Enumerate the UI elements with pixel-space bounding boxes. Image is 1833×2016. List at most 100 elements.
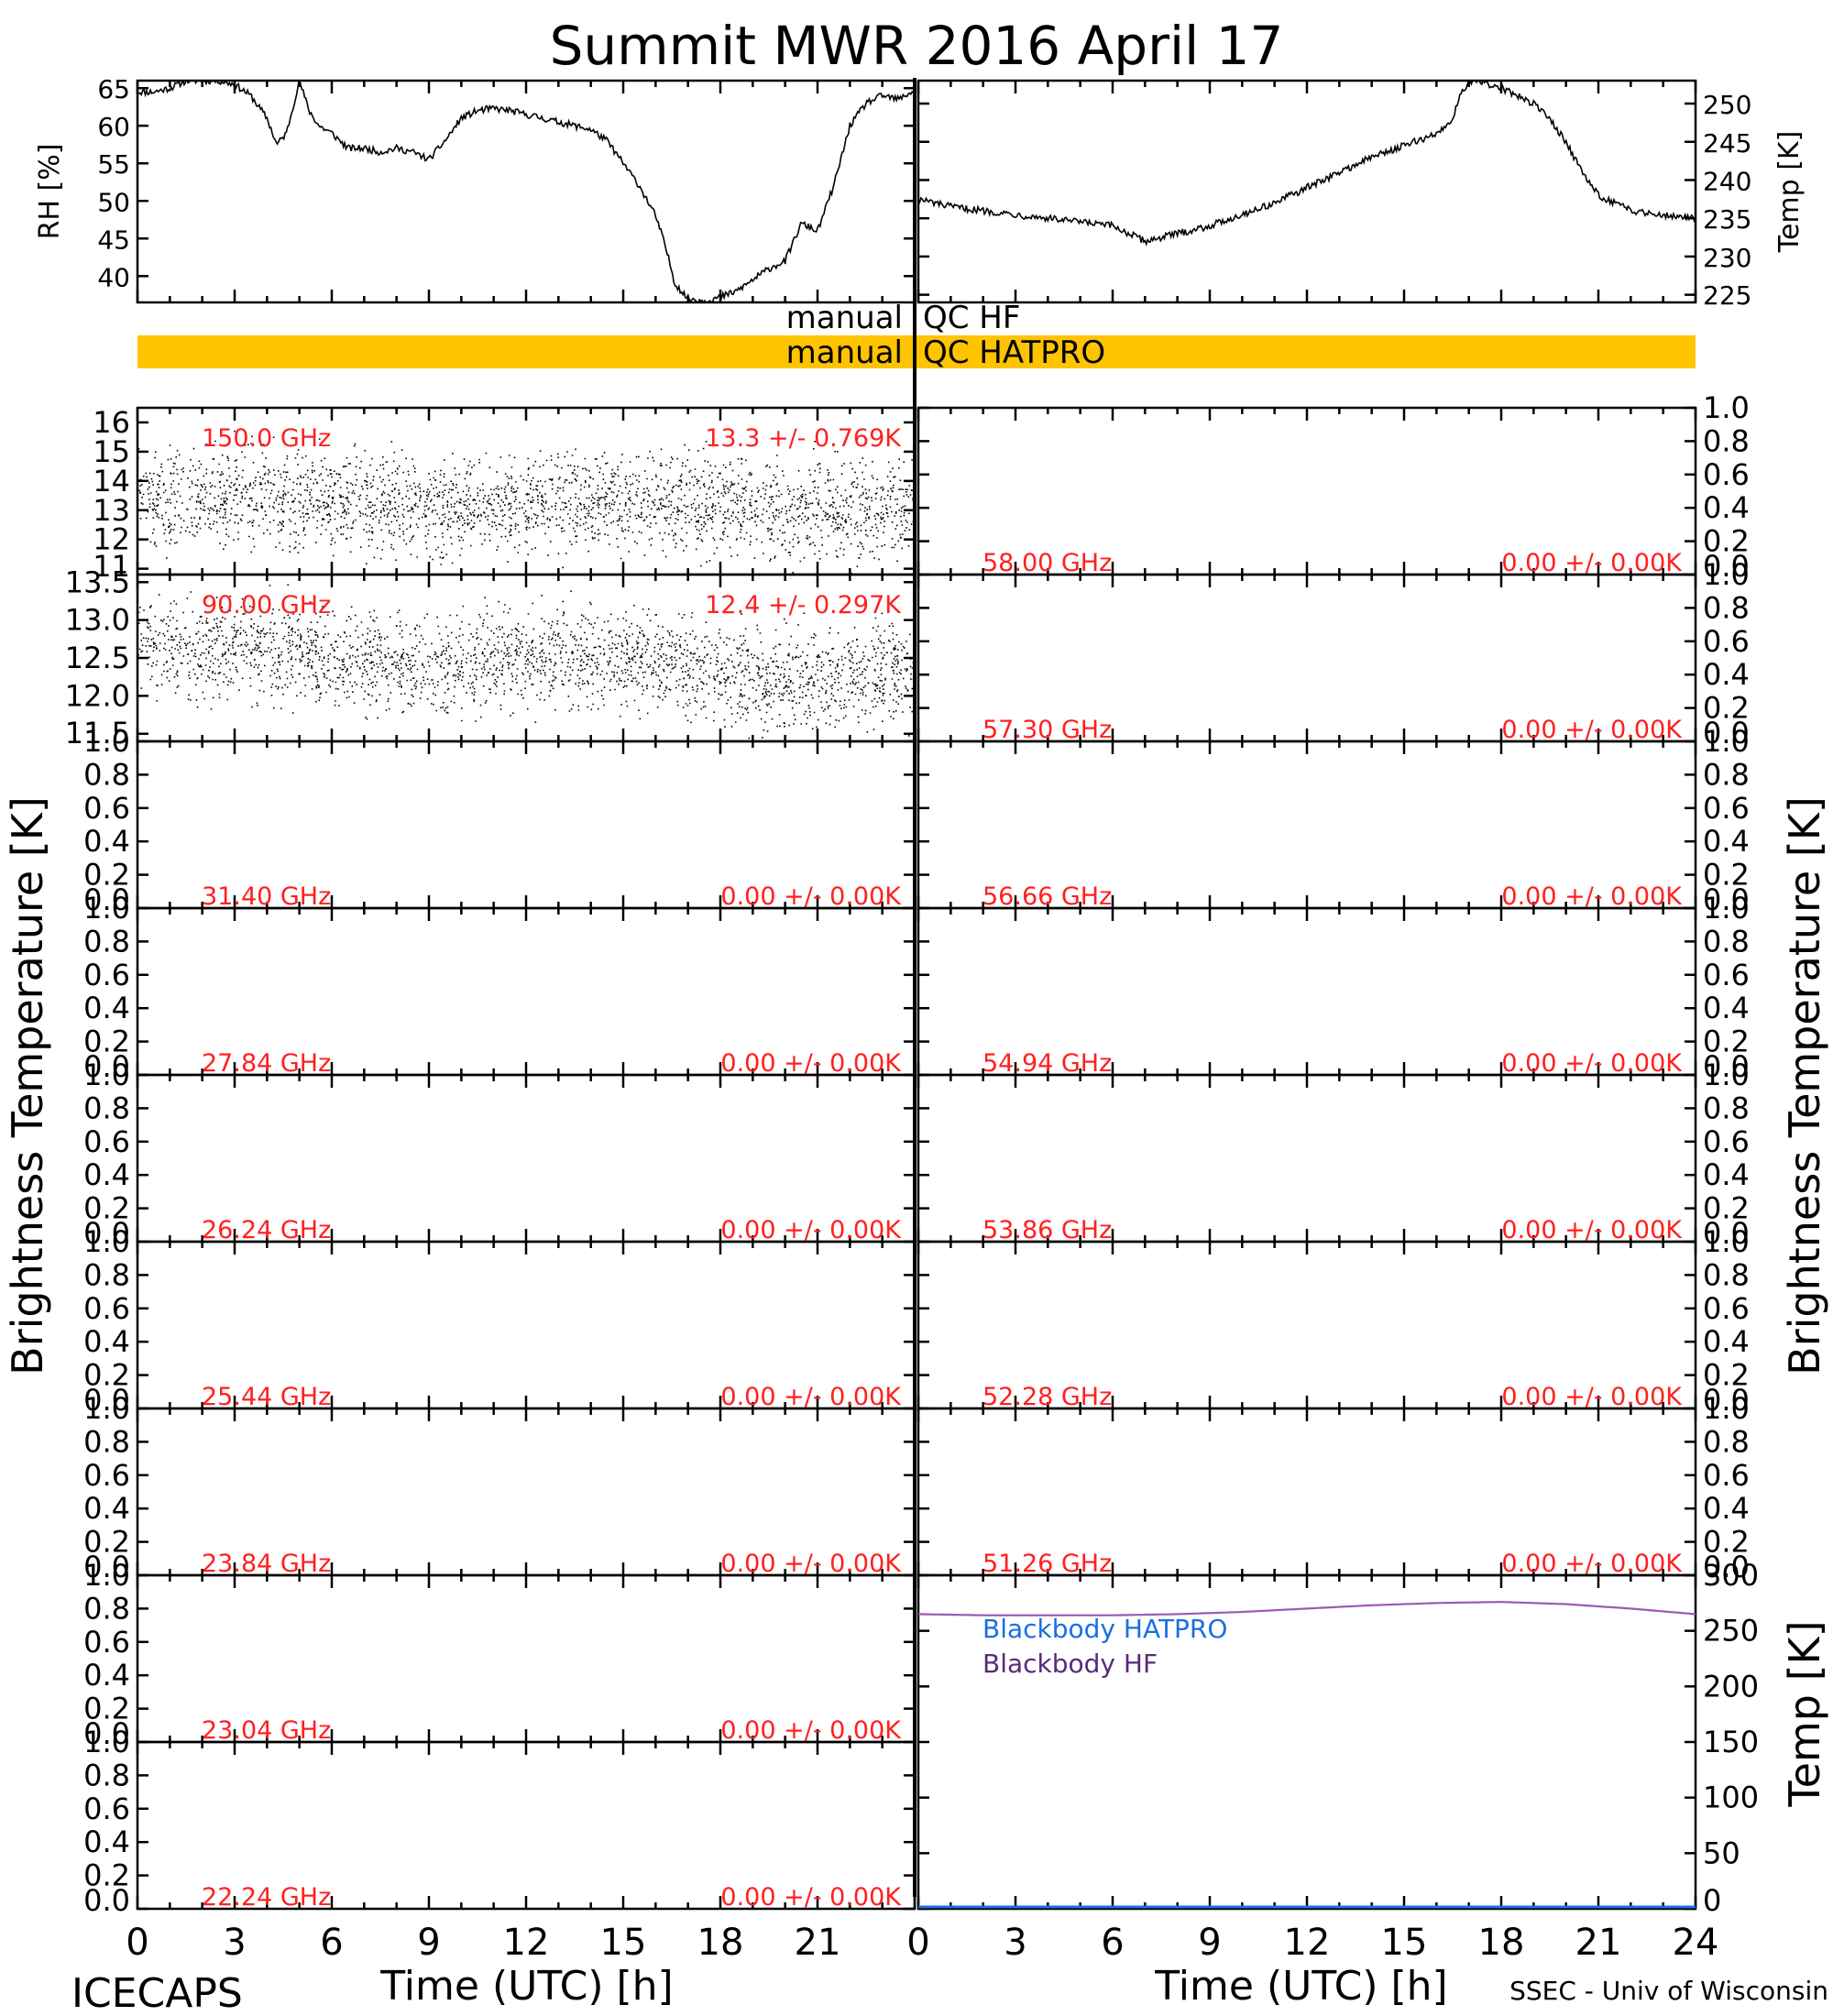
x-tick-label: 18 bbox=[1478, 1922, 1525, 1964]
y-tick-label: 0.4 bbox=[1703, 1157, 1750, 1192]
x-tick-label: 9 bbox=[417, 1922, 440, 1964]
y-tick-label: 0.6 bbox=[83, 1291, 130, 1326]
channel-stats: 0.00 +/- 0.00K bbox=[720, 1216, 902, 1244]
y-tick-label: 200 bbox=[1703, 1669, 1759, 1704]
y-tick-label: 0.0 bbox=[83, 1550, 130, 1584]
x-tick-label: 21 bbox=[795, 1922, 841, 1964]
y-tick-label: 13 bbox=[93, 493, 130, 528]
y-tick-label: 12.5 bbox=[65, 641, 130, 675]
y-tick-label: 0.2 bbox=[83, 1525, 130, 1560]
channel-label: 23.84 GHz bbox=[202, 1550, 331, 1578]
y-tick-label: 0.8 bbox=[1703, 590, 1750, 625]
y-tick-label: 12 bbox=[93, 522, 130, 557]
legend-blackbody-hf: Blackbody HF bbox=[982, 1649, 1158, 1679]
y-tick-label: 0 bbox=[1703, 1883, 1721, 1918]
y-tick-label: 0.2 bbox=[1703, 858, 1750, 893]
x-tick-label: 15 bbox=[600, 1922, 647, 1964]
y-tick-label: 0.4 bbox=[1703, 824, 1750, 859]
y-tick-label: 240 bbox=[1703, 166, 1751, 196]
y-tick-label: 65 bbox=[97, 74, 130, 104]
y-tick-label: 60 bbox=[97, 112, 130, 142]
panel-tb_2304: 0.00.20.40.60.81.0 23.04 GHz 0.00 +/- 0.00… bbox=[83, 1558, 916, 1751]
y-tick-label: 0.4 bbox=[83, 824, 130, 859]
x-tick-label: 0 bbox=[126, 1922, 148, 1964]
y-tick-label: 1.0 bbox=[83, 891, 130, 926]
y-tick-label: 1.0 bbox=[1703, 557, 1750, 592]
right-bottom-side-label: Temp [K] bbox=[1780, 1620, 1829, 1807]
panel-tb_2384: 0.00.20.40.60.81.0 23.84 GHz 0.00 +/- 0.00… bbox=[83, 1391, 916, 1584]
channel-label: 57.30 GHz bbox=[982, 716, 1112, 744]
y-tick-label: 300 bbox=[1703, 1558, 1759, 1593]
xlabel-left: Time (UTC) [h] bbox=[379, 1963, 673, 2010]
y-tick-label: 0.6 bbox=[83, 1124, 130, 1159]
y-tick-label: 0.4 bbox=[83, 1658, 130, 1693]
channel-label: 23.04 GHz bbox=[202, 1716, 331, 1745]
x-tick-label: 21 bbox=[1575, 1922, 1622, 1964]
channel-stats: 0.00 +/- 0.00K bbox=[1501, 1049, 1683, 1078]
y-tick-label: 245 bbox=[1703, 128, 1751, 159]
y-tick-label: 1.0 bbox=[83, 1725, 130, 1759]
y-tick-label: 0.2 bbox=[83, 1858, 130, 1893]
y-tick-label: 0.8 bbox=[1703, 757, 1750, 792]
y-tick-label: 0.0 bbox=[83, 1883, 130, 1918]
y-tick-label: 13.5 bbox=[65, 564, 130, 599]
y-tick-label: 16 bbox=[93, 405, 130, 440]
chart-title: Summit MWR 2016 April 17 bbox=[550, 15, 1284, 77]
y-tick-label: 0.8 bbox=[1703, 1424, 1750, 1459]
panel-tb_5228: 0.00.20.40.60.81.0 52.28 GHz 0.00 +/- 0.00… bbox=[916, 1224, 1750, 1418]
x-tick-label: 9 bbox=[1198, 1922, 1221, 1964]
y-tick-label: 0.0 bbox=[1703, 1049, 1750, 1084]
panel-tb_2224: 0.00.20.40.60.81.0 22.24 GHz 0.00 +/- 0.00… bbox=[83, 1725, 916, 1964]
y-tick-label: 0.4 bbox=[1703, 1324, 1750, 1359]
x-tick-label: 6 bbox=[1101, 1922, 1124, 1964]
y-tick-label: 0.8 bbox=[83, 1591, 130, 1626]
y-tick-label: 0.2 bbox=[1703, 691, 1750, 726]
y-tick-label: 1.0 bbox=[83, 1391, 130, 1426]
x-tick-label: 6 bbox=[320, 1922, 343, 1964]
y-tick-label: 0.8 bbox=[1703, 924, 1750, 959]
y-tick-label: 12.0 bbox=[65, 678, 130, 713]
y-tick-label: 0.8 bbox=[83, 1758, 130, 1792]
y-tick-label: 0.0 bbox=[83, 1049, 130, 1084]
y-tick-label: 0.0 bbox=[1703, 1216, 1750, 1251]
channel-stats: 0.00 +/- 0.00K bbox=[720, 1883, 902, 1912]
panel-tb_2784: 0.00.20.40.60.81.0 27.84 GHz 0.00 +/- 0.00… bbox=[83, 891, 916, 1084]
channel-stats: 0.00 +/- 0.00K bbox=[720, 1550, 902, 1578]
y-tick-label: 1.0 bbox=[1703, 1224, 1750, 1259]
y-tick-label: 0.4 bbox=[83, 1324, 130, 1359]
y-tick-label: 40 bbox=[97, 262, 130, 292]
channel-label: 27.84 GHz bbox=[202, 1049, 331, 1078]
y-tick-label: 0.2 bbox=[83, 1024, 130, 1059]
y-tick-label: 55 bbox=[97, 149, 130, 180]
y-tick-label: 0.8 bbox=[83, 1090, 130, 1125]
y-tick-label: 235 bbox=[1703, 204, 1751, 235]
channel-label: 26.24 GHz bbox=[202, 1216, 331, 1244]
y-tick-label: 0.0 bbox=[83, 1716, 130, 1751]
channel-label: 90.00 GHz bbox=[202, 591, 331, 619]
y-tick-label: 0.0 bbox=[83, 1383, 130, 1418]
y-tick-label: 1.0 bbox=[1703, 1057, 1750, 1092]
y-tick-label: 0.2 bbox=[83, 858, 130, 893]
y-tick-label: 1.0 bbox=[1703, 724, 1750, 759]
temp-axis-label: Temp [K] bbox=[1773, 131, 1806, 254]
series-line-temp bbox=[918, 81, 1696, 247]
y-tick-label: 0.0 bbox=[83, 882, 130, 917]
channel-stats: 0.00 +/- 0.00K bbox=[1501, 549, 1683, 577]
y-tick-label: 0.2 bbox=[83, 1358, 130, 1393]
y-tick-label: 0.6 bbox=[1703, 1124, 1750, 1159]
y-tick-label: 0.2 bbox=[83, 1191, 130, 1226]
channel-label: 52.28 GHz bbox=[982, 1383, 1112, 1411]
y-tick-label: 230 bbox=[1703, 243, 1751, 273]
panel-tb_5386: 0.00.20.40.60.81.0 53.86 GHz 0.00 +/- 0.00… bbox=[916, 1057, 1750, 1251]
y-tick-label: 0.2 bbox=[1703, 1191, 1750, 1226]
y-tick-label: 1.0 bbox=[1703, 891, 1750, 926]
y-tick-label: 0.8 bbox=[1703, 1090, 1750, 1125]
legend-blackbody-hatpro: Blackbody HATPRO bbox=[982, 1614, 1227, 1644]
y-tick-label: 0.4 bbox=[1703, 1491, 1750, 1526]
y-tick-label: 0.6 bbox=[83, 1625, 130, 1660]
y-tick-label: 11 bbox=[93, 549, 130, 584]
series-points-tb_150 bbox=[137, 430, 915, 575]
y-tick-label: 13.0 bbox=[65, 603, 130, 638]
y-tick-label: 50 bbox=[97, 187, 130, 217]
